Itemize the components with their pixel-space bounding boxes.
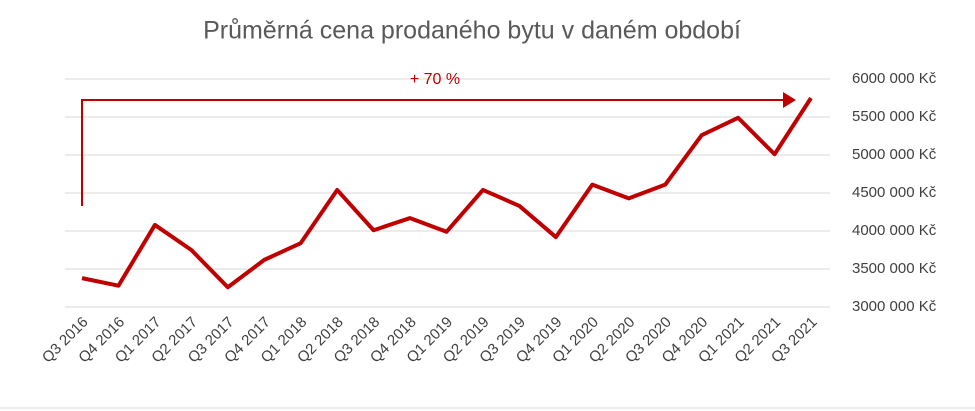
y-tick-label: 5000 000 Kč [852, 146, 937, 163]
y-tick-label: 4000 000 Kč [852, 222, 937, 239]
annotation: + 70 % [410, 71, 460, 88]
y-tick-label: 5500 000 Kč [852, 108, 937, 125]
y-tick-label: 4500 000 Kč [852, 184, 937, 201]
y-tick-label: 3500 000 Kč [852, 260, 937, 277]
arrow-head [783, 92, 796, 108]
y-tick-label: 3000 000 Kč [852, 298, 937, 315]
grid [65, 78, 830, 308]
chart-title: Průměrná cena prodaného bytu v daném obd… [203, 17, 741, 45]
annotation-arrow [81, 99, 786, 206]
y-tick-label: 6000 000 Kč [852, 70, 937, 87]
line-series [81, 96, 813, 290]
